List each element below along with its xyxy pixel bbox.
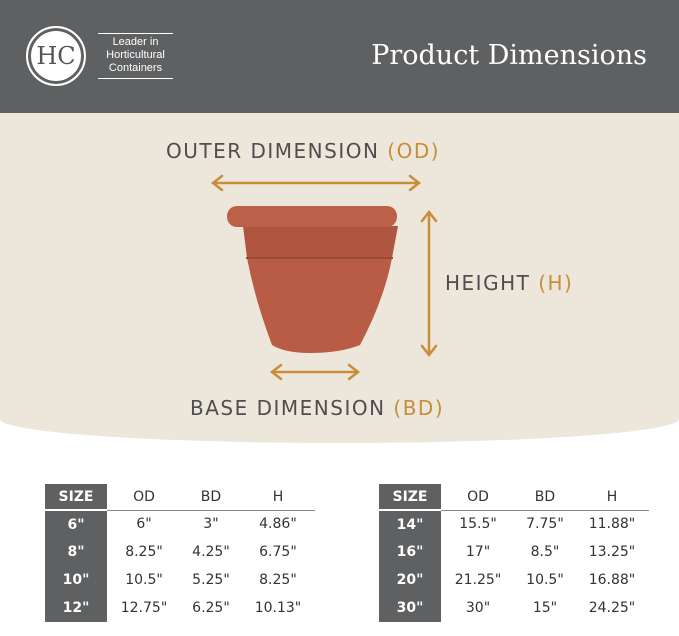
dimension-cell: 5.25"	[192, 572, 230, 588]
od-arrow	[210, 174, 422, 192]
table-row: 6" 6" 3" 4.86"	[45, 510, 315, 538]
column-header: BD	[181, 484, 241, 511]
dimension-cell: 24.25"	[588, 600, 636, 616]
tagline-line: Leader in	[112, 36, 159, 48]
dimension-cell: 15"	[532, 600, 558, 616]
dimension-cell: 4.86"	[259, 516, 297, 533]
header-banner: HC Leader in Horticultural Containers Pr…	[0, 0, 679, 113]
dimension-cell: 8.25"	[259, 572, 297, 588]
table-row: 12" 12.75" 6.25" 10.13"	[45, 594, 315, 622]
size-cell: 30"	[379, 594, 441, 622]
dimension-cell: 30"	[465, 600, 491, 616]
dimension-cell: 17"	[465, 544, 491, 560]
column-header: OD	[441, 484, 516, 511]
size-cell: 16"	[379, 538, 441, 566]
dimension-cell: 8.25"	[125, 544, 163, 560]
column-header: BD	[515, 484, 575, 511]
dimension-cell: 6"	[136, 516, 152, 533]
dimension-cell: 12.75"	[120, 600, 168, 616]
column-header: H	[574, 484, 649, 511]
dimension-cell: 6.75"	[259, 544, 297, 560]
size-cell: 10"	[45, 566, 107, 594]
size-cell: 14"	[379, 510, 441, 538]
dimension-cell: 7.75"	[526, 516, 564, 533]
size-cell: 20"	[379, 566, 441, 594]
od-label: OUTER DIMENSION (OD)	[166, 139, 441, 163]
height-label: HEIGHT (H)	[445, 271, 574, 295]
size-table-left: SIZE OD BD H 6" 6" 3" 4.86" 8" 8.25" 4.25" 6.75" 10"…	[45, 484, 315, 622]
dimension-cell: 3"	[203, 516, 219, 533]
dimension-cell: 21.25"	[454, 572, 502, 588]
table-row: 30" 30" 15" 24.25"	[379, 594, 649, 622]
page-title: Product Dimensions	[371, 40, 647, 71]
column-header: SIZE	[45, 484, 107, 511]
dimension-cell: 4.25"	[192, 544, 230, 560]
dimension-cell: 13.25"	[588, 544, 636, 560]
table-row: 10" 10.5" 5.25" 8.25"	[45, 566, 315, 594]
dimension-cell: 11.88"	[588, 516, 636, 533]
brand-tagline: Leader in Horticultural Containers	[98, 33, 173, 79]
dimension-cell: 10.13"	[254, 600, 302, 616]
dimension-cell: 6.25"	[192, 600, 230, 616]
dimension-cell: 16.88"	[588, 572, 636, 588]
tagline-line: Horticultural	[106, 49, 165, 61]
dimension-cell: 10.5"	[125, 572, 163, 588]
table-header-row: SIZE OD BD H	[379, 484, 649, 511]
size-cell: 6"	[45, 510, 107, 538]
dimension-cell: 10.5"	[526, 572, 564, 588]
table-row: 16" 17" 8.5" 13.25"	[379, 538, 649, 566]
column-header: H	[240, 484, 315, 511]
column-header: SIZE	[379, 484, 441, 511]
table-row: 14" 15.5" 7.75" 11.88"	[379, 510, 649, 538]
bd-label: BASE DIMENSION (BD)	[190, 396, 445, 420]
table-row: 8" 8.25" 4.25" 6.75"	[45, 538, 315, 566]
table-row: 20" 21.25" 10.5" 16.88"	[379, 566, 649, 594]
size-cell: 8"	[45, 538, 107, 566]
dimension-cell: 15.5"	[459, 516, 497, 533]
brand-logo: HC	[26, 26, 86, 86]
size-table-right: SIZE OD BD H 14" 15.5" 7.75" 11.88" 16" 17" 8.5" 13…	[379, 484, 649, 622]
column-header: OD	[107, 484, 182, 511]
pot-image	[227, 206, 398, 353]
tagline-line: Containers	[108, 62, 163, 74]
height-arrow	[420, 209, 438, 358]
table-header-row: SIZE OD BD H	[45, 484, 315, 511]
bd-arrow	[269, 363, 361, 381]
dimension-cell: 8.5"	[530, 544, 560, 560]
size-cell: 12"	[45, 594, 107, 622]
